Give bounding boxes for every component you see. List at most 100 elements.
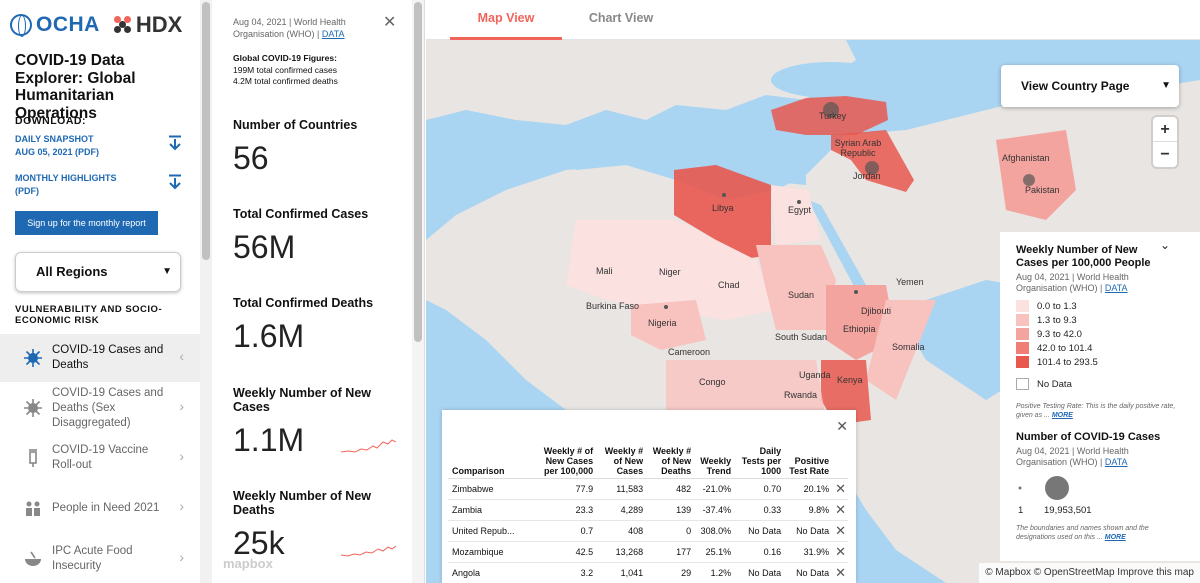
chevron-right-icon: › (179, 549, 184, 565)
legend-note: The boundaries and names shown and the d… (1016, 524, 1176, 542)
country-afghanistan-pakistan[interactable] (996, 130, 1076, 220)
column-header[interactable]: Positive Test Rate (785, 434, 834, 479)
more-link[interactable]: MORE (1051, 412, 1073, 419)
hdx-icon (113, 16, 132, 34)
country-sudan[interactable] (756, 245, 836, 330)
country-label: Chad (718, 280, 740, 290)
remove-row-icon[interactable]: ✕ (833, 520, 848, 542)
legend-note-text: Positive Testing Rate: This is the daily… (1016, 403, 1176, 419)
nav-item-people-in-need[interactable]: People in Need 2021 › (0, 494, 200, 524)
nav-item-label: COVID-19 Vaccine Roll-out (52, 444, 149, 471)
monthly-highlights-link[interactable]: MONTHLY HIGHLIGHTS (PDF) (15, 172, 117, 198)
table-row: Zimbabwe 77.9 11,583 482 -21.0% 0.70 20.… (448, 478, 848, 500)
legend-source-text: Aug 04, 2021 | World Health Organisation… (1016, 272, 1129, 293)
kpi-value-total-deaths: 1.6M (233, 318, 305, 354)
table-cell: No Data (785, 562, 834, 583)
case-bubble[interactable] (854, 290, 858, 294)
data-link[interactable]: DATA (1104, 283, 1128, 293)
nav-item-label: People in Need 2021 (52, 502, 160, 514)
kpi-value-weekly-deaths: 25k (233, 525, 285, 561)
more-link[interactable]: MORE (1104, 534, 1126, 541)
country-label: Turkey (819, 111, 847, 121)
hdx-logo[interactable]: HDX (113, 12, 182, 38)
kpi-value-countries: 56 (233, 140, 269, 176)
chevron-down-icon[interactable]: ⌄ (1160, 238, 1171, 252)
legend-bin-label: 1.3 to 9.3 (1037, 314, 1077, 326)
close-icon[interactable]: ✕ (383, 14, 397, 31)
country-label: Cameroon (668, 347, 711, 357)
view-country-select[interactable]: View Country Page ▼ (1001, 65, 1179, 107)
column-header[interactable]: Weekly Trend (695, 434, 736, 479)
chevron-right-icon: › (179, 448, 184, 464)
country-kenya[interactable] (821, 360, 871, 425)
kpi-label-total-deaths: Total Confirmed Deaths (233, 296, 374, 310)
view-country-select-value: View Country Page (1021, 79, 1130, 93)
country-somalia[interactable] (866, 300, 936, 400)
table-cell: 0.7 (537, 520, 598, 542)
country-syria-iraq[interactable] (831, 130, 914, 192)
country-label: Mali (596, 266, 613, 276)
column-header[interactable]: Weekly # of New Cases per 100,000 (537, 434, 598, 479)
kpi-label-weekly-deaths: Weekly Number of New Deaths (233, 489, 372, 517)
download-icon[interactable] (168, 174, 182, 190)
table-cell: 1.2% (695, 562, 736, 583)
table-cell: No Data (735, 562, 786, 583)
nav-item-covid-cases-deaths[interactable]: COVID-19 Cases and Deaths ‹ (0, 334, 200, 382)
remove-row-icon[interactable]: ✕ (833, 562, 848, 583)
sidebar-scrollbar[interactable] (200, 0, 212, 583)
chevron-down-icon: ▼ (162, 266, 172, 277)
column-header[interactable]: Weekly # of New Deaths (647, 434, 696, 479)
signup-button[interactable]: Sign up for the monthly report (15, 211, 158, 235)
nav-item-covid-sex-disaggregated[interactable]: COVID-19 Cases and Deaths (Sex Disaggreg… (0, 384, 200, 434)
zoom-in-button[interactable]: + (1153, 117, 1177, 142)
nav-item-ipc-food-insecurity[interactable]: IPC Acute Food Insecurity › (0, 540, 200, 578)
zoom-out-button[interactable]: − (1160, 146, 1170, 163)
case-bubble[interactable] (1023, 174, 1035, 186)
country-sahel[interactable] (566, 220, 776, 320)
table-cell: 408 (597, 520, 648, 542)
country-egypt[interactable] (771, 185, 821, 245)
ocha-logo[interactable]: OCHA (10, 13, 100, 37)
country-libya[interactable] (674, 165, 771, 258)
column-header[interactable]: Daily Tests per 1000 (735, 434, 786, 479)
country-label: Congo (699, 377, 726, 387)
map-attribution[interactable]: © Mapbox © OpenStreetMap Improve this ma… (979, 563, 1200, 583)
daily-snapshot-link[interactable]: DAILY SNAPSHOT AUG 05, 2021 (PDF) (15, 133, 99, 159)
region-select[interactable]: All Regions ▼ (15, 252, 181, 292)
country-nigeria[interactable] (631, 300, 706, 350)
close-icon[interactable]: ✕ (836, 418, 848, 434)
case-bubble[interactable] (865, 161, 879, 175)
legend-count-source-text: Aug 04, 2021 | World Health Organisation… (1016, 446, 1129, 467)
section-heading: VULNERABILITY AND SOCIO-ECONOMIC RISK (15, 304, 163, 326)
legend-bin: 101.4 to 293.5 (1016, 356, 1098, 368)
column-header[interactable]: Comparison (448, 434, 538, 479)
country-label: Egypt (788, 205, 812, 215)
remove-row-icon[interactable]: ✕ (833, 478, 848, 500)
black-sea (771, 62, 891, 98)
tab-chart-view[interactable]: Chart View (588, 11, 654, 25)
legend-bin-label: 0.0 to 1.3 (1037, 300, 1077, 312)
download-icon[interactable] (168, 135, 182, 151)
stats-scrollbar[interactable] (412, 0, 424, 583)
table-cell: 31.9% (785, 541, 834, 563)
legend-note-text: The boundaries and names shown and the d… (1016, 525, 1149, 541)
tab-map-view[interactable]: Map View (450, 0, 562, 40)
column-header[interactable]: Weekly # of New Cases (597, 434, 648, 479)
legend-swatch (1016, 300, 1029, 312)
scrollbar-thumb[interactable] (202, 2, 210, 260)
case-bubble[interactable] (722, 193, 726, 197)
remove-row-icon[interactable]: ✕ (833, 541, 848, 563)
case-bubble[interactable] (797, 200, 801, 204)
virus-icon (24, 349, 42, 367)
data-link[interactable]: DATA (1104, 457, 1128, 467)
case-bubble[interactable] (664, 305, 668, 309)
data-link[interactable]: DATA (321, 29, 345, 39)
table-cell: 0.16 (735, 541, 786, 563)
legend-bin: 1.3 to 9.3 (1016, 314, 1077, 326)
case-bubble[interactable] (823, 102, 839, 118)
table-cell: 0 (647, 520, 696, 542)
nav-item-covid-vaccine[interactable]: COVID-19 Vaccine Roll-out › (0, 440, 200, 480)
scrollbar-thumb[interactable] (414, 2, 422, 342)
remove-row-icon[interactable]: ✕ (833, 499, 848, 521)
country-congo[interactable] (666, 360, 826, 420)
